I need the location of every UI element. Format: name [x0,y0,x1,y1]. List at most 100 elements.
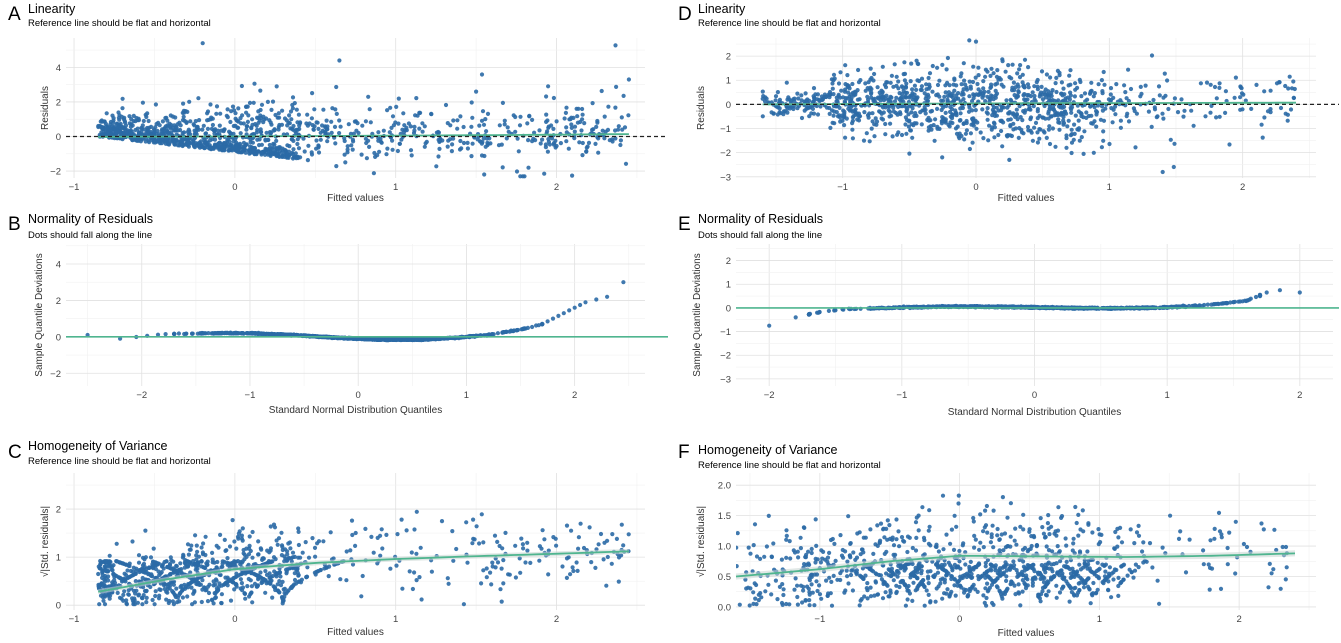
data-point [553,536,558,541]
data-point [579,128,584,133]
data-point [1069,150,1074,156]
data-point [506,129,511,134]
data-point [316,145,321,150]
data-point [315,120,320,125]
data-point [986,89,991,94]
data-point [276,111,281,116]
data-point [1076,126,1082,131]
data-point [99,118,104,123]
data-point [264,331,270,336]
data-point [412,124,417,129]
data-point [1022,92,1027,97]
data-point [580,112,585,117]
data-point [805,106,810,111]
data-point [961,61,966,66]
data-point [422,124,427,129]
data-point [1068,93,1073,98]
data-point [903,85,909,90]
data-point [120,106,125,111]
data-point [1254,82,1259,87]
data-point [1073,113,1078,118]
data-point [1198,81,1203,86]
data-point [1155,114,1160,119]
data-point [1247,297,1252,302]
data-point [288,126,293,131]
data-point [174,586,179,591]
data-point [205,118,210,123]
data-point [1243,98,1248,103]
data-point [242,591,248,596]
data-point [205,126,210,131]
data-point [569,125,574,130]
data-point [1101,129,1106,134]
data-point [366,337,371,342]
data-point [123,120,128,125]
data-point [314,138,319,143]
data-point [404,128,409,133]
data-point [376,130,381,135]
data-point [578,119,583,125]
data-point [995,68,1000,73]
data-point [785,97,790,102]
data-point [1165,78,1170,83]
data-point [343,160,348,165]
data-point [316,126,321,131]
data-point [577,140,582,145]
data-point [176,331,181,336]
data-point [904,90,910,95]
data-point [855,97,860,102]
data-point [799,98,804,103]
data-point [586,140,592,145]
data-point [954,131,960,136]
data-point [935,106,940,111]
data-point [817,309,822,315]
data-point [818,104,823,109]
data-point [194,557,199,562]
data-point [981,79,986,84]
data-point [956,91,961,96]
data-point [807,114,812,119]
data-point [569,122,574,127]
x-tick-label: −1 [245,390,256,401]
data-point [931,123,936,128]
data-point [864,131,869,136]
data-point [509,328,514,333]
data-point [287,332,292,337]
data-point [465,140,470,145]
data-point [96,124,101,130]
data-point [163,332,168,337]
data-point [256,331,261,336]
data-point [461,124,466,130]
data-point [880,117,886,122]
data-point [470,115,475,120]
data-point [855,117,860,122]
data-point [152,602,157,607]
data-point [761,94,766,99]
data-point [540,528,545,533]
data-point [141,561,147,566]
data-point [949,106,955,112]
data-point [1049,114,1054,119]
data-point [863,81,868,86]
data-point [310,91,315,96]
data-point [1221,301,1226,306]
data-point [826,308,831,313]
data-point [241,121,246,126]
data-point [280,332,286,337]
data-point [393,120,398,125]
data-point [160,563,165,569]
data-point [962,137,967,142]
data-point [1125,111,1130,116]
data-point [318,137,323,142]
data-point [1285,112,1290,117]
data-point [940,62,945,67]
data-point [897,110,903,115]
data-point [773,98,778,103]
panel-c-homogeneity: C Homogeneity of Variance Reference line s… [0,438,670,643]
data-point [222,148,227,153]
data-point [1017,67,1022,72]
data-point [1010,62,1015,67]
data-point [511,328,517,333]
